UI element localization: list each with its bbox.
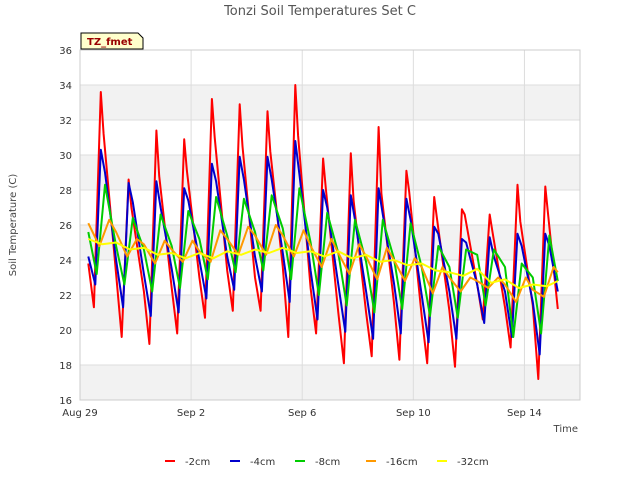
y-tick-label: 32 [59, 116, 72, 127]
series-line-16cm [87, 218, 559, 303]
annotation-shape [80, 32, 144, 50]
annotation-text: TZ_fmet [87, 37, 133, 48]
plot-band [80, 155, 580, 190]
y-tick-labels: 16 18 20 22 24 26 28 30 32 34 36 [59, 46, 72, 407]
y-tick-label: 20 [59, 326, 72, 337]
legend-label: -16cm [386, 457, 418, 468]
annotation-box: TZ_fmet [80, 32, 144, 50]
plot-band [80, 295, 580, 330]
x-tick-labels: Aug 29 Sep 2 Sep 6 Sep 10 Sep 14 [62, 408, 542, 419]
series-lines [87, 84, 559, 380]
plot-band [80, 85, 580, 120]
x-tick-label: Sep 10 [396, 408, 431, 419]
x-tick-label: Sep 2 [177, 408, 205, 419]
legend-label: -4cm [250, 457, 275, 468]
y-tick-label: 18 [59, 361, 72, 372]
x-tick-label: Sep 14 [507, 408, 542, 419]
chart-title: Tonzi Soil Temperatures Set C [223, 4, 416, 19]
x-axis-label: Time [553, 424, 578, 435]
y-tick-label: 36 [59, 46, 72, 57]
y-tick-label: 26 [59, 221, 72, 232]
x-tick-label: Sep 6 [288, 408, 316, 419]
series-line-32cm [87, 238, 559, 289]
series-line-8cm [87, 183, 559, 338]
plot-border [79, 49, 581, 401]
legend-label: -2cm [185, 457, 210, 468]
y-tick-label: 28 [59, 186, 72, 197]
legend: -2cm -4cm -8cm -16cm -32cm [165, 457, 489, 468]
legend-label: -32cm [457, 457, 489, 468]
plot-band [80, 365, 580, 400]
y-tick-label: 16 [59, 396, 72, 407]
legend-label: -8cm [315, 457, 340, 468]
y-tick-label: 34 [59, 81, 72, 92]
y-tick-label: 22 [59, 291, 72, 302]
y-tick-label: 24 [59, 256, 72, 267]
y-tick-label: 30 [59, 151, 72, 162]
y-axis-label: Soil Temperature (C) [8, 174, 19, 277]
x-tick-label: Aug 29 [62, 408, 97, 419]
